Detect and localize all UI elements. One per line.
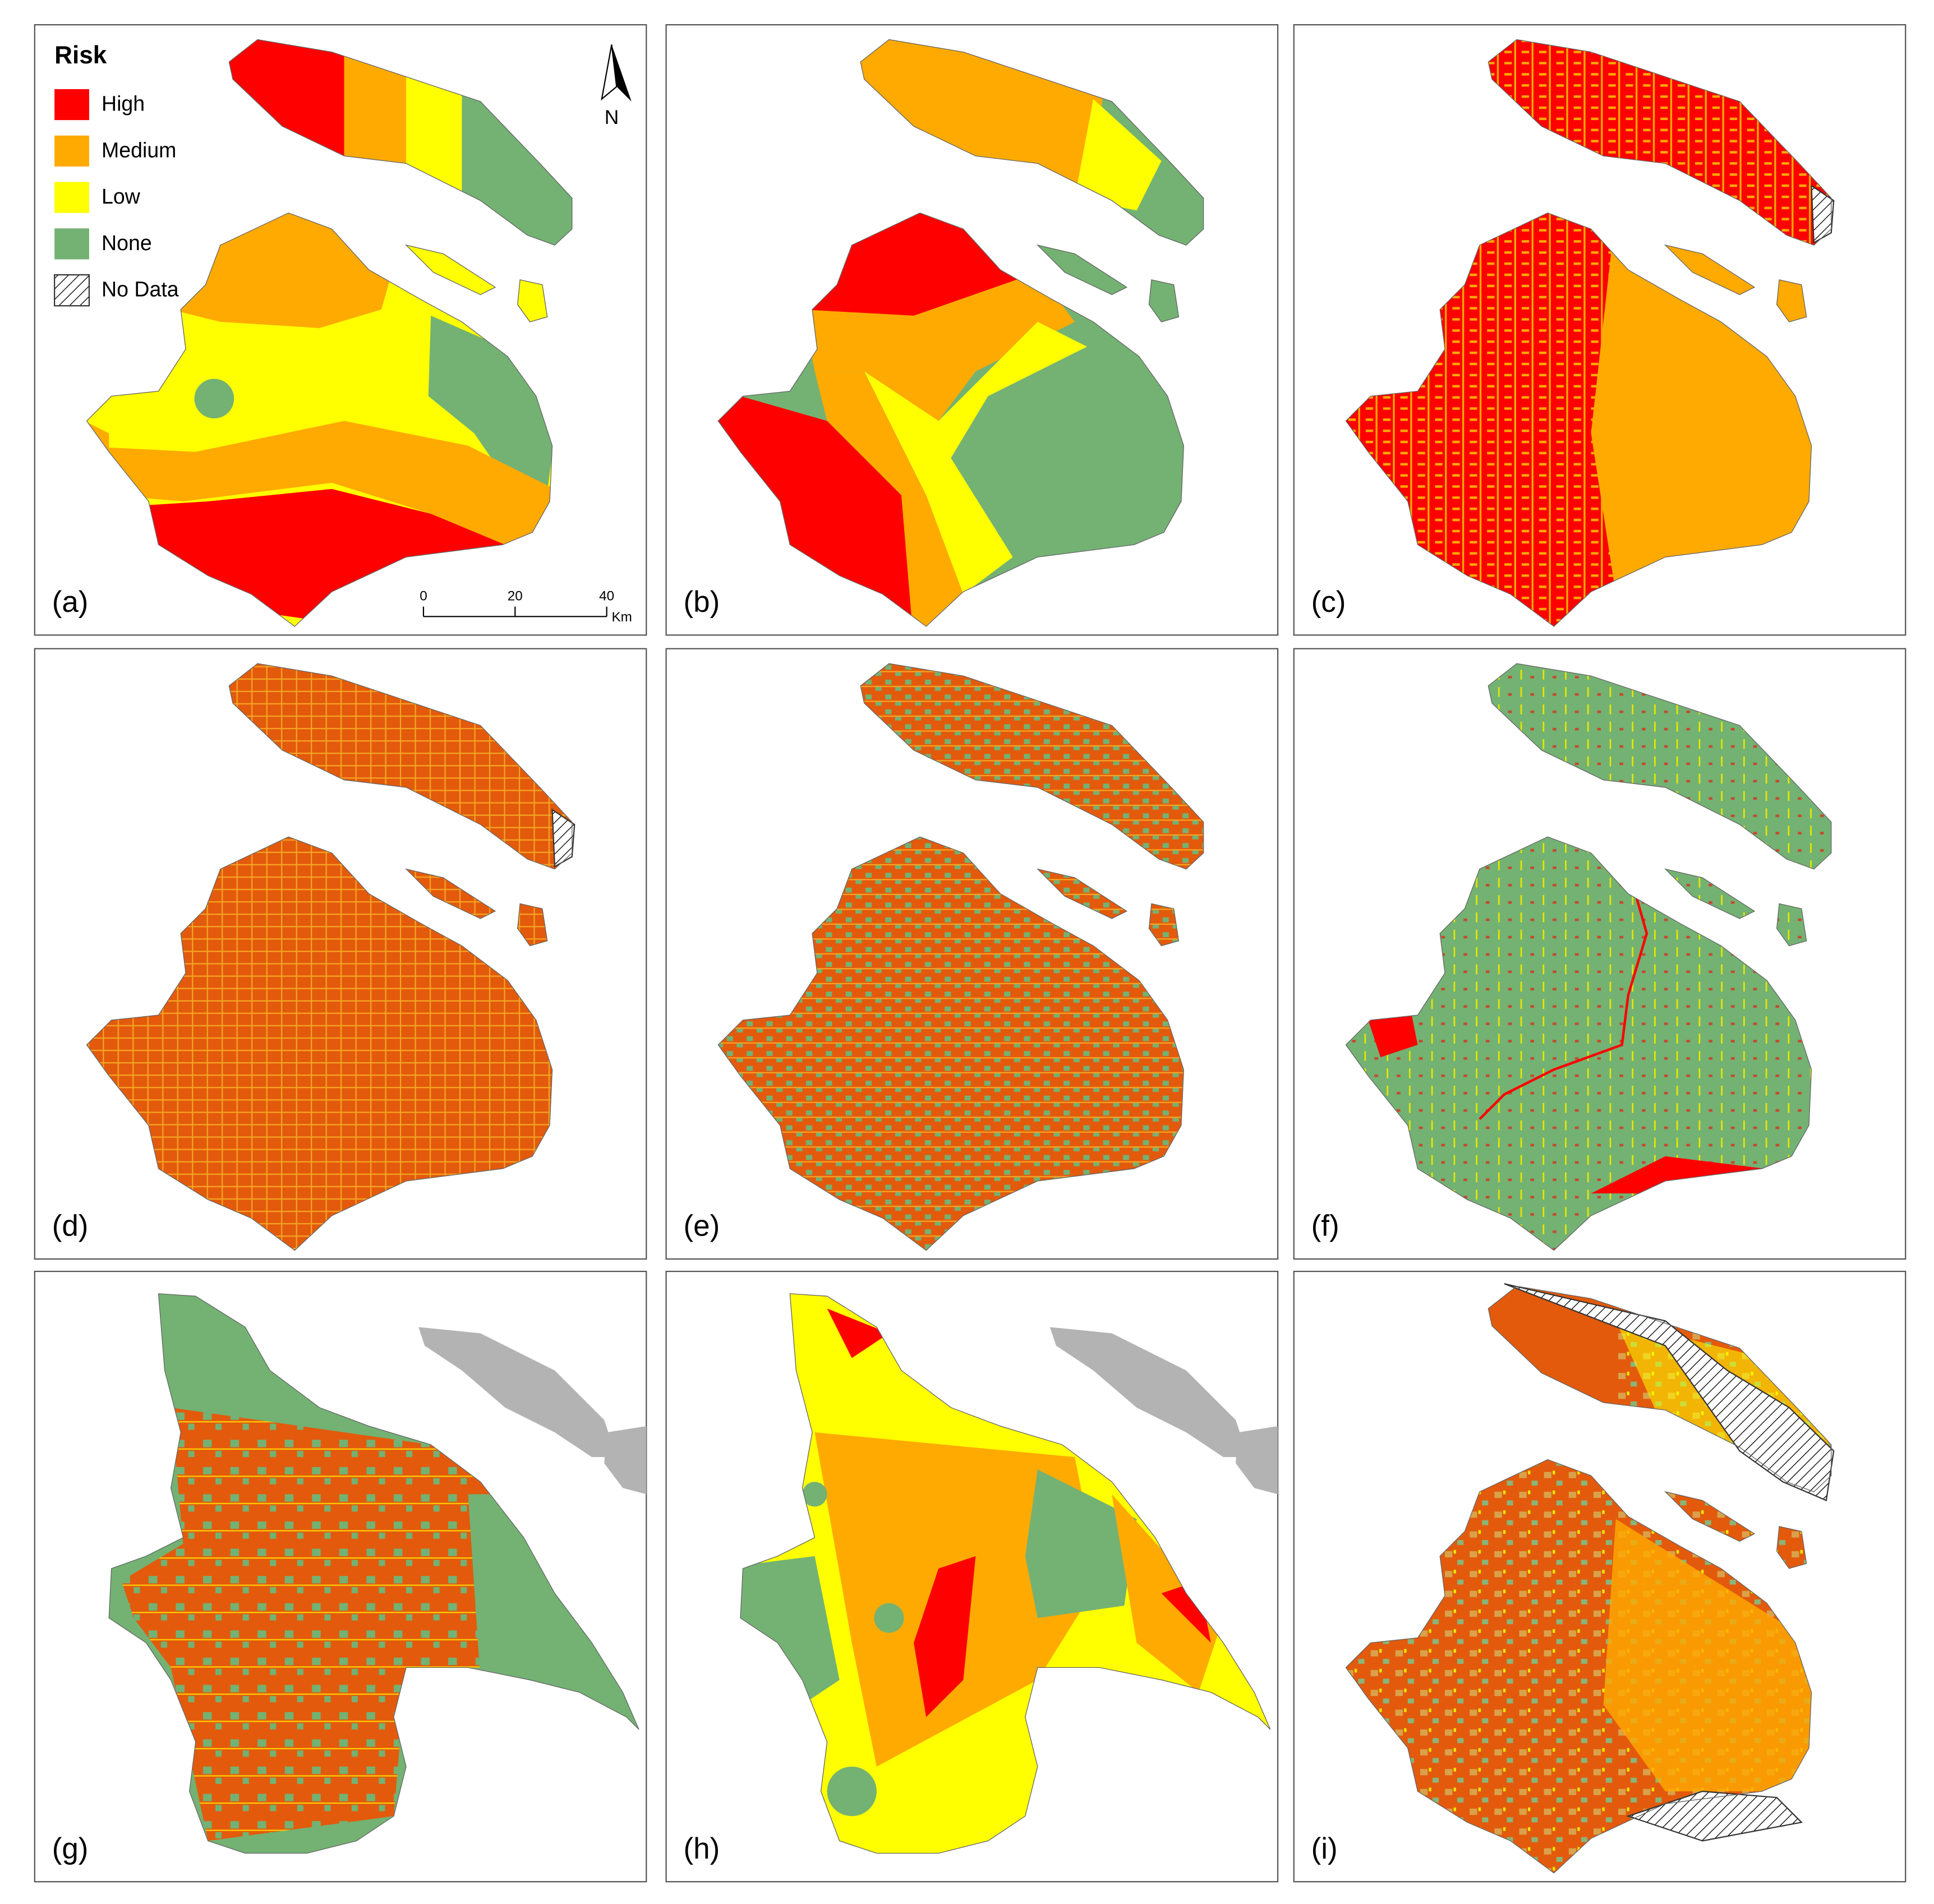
panel-label: (f) [1311,1210,1339,1243]
legend-swatch [54,274,90,307]
scale-tick-label: 40 [599,588,614,603]
map-panel: (i) [1293,1270,1907,1883]
risk-zone [864,321,1088,594]
legend-label: High [102,92,145,116]
risk-zone [827,1766,877,1817]
risk-zone [86,421,568,570]
panel-label: (b) [684,586,720,619]
red-river [1479,889,1648,1121]
no-data-area [1811,184,1835,244]
map-panel: (h) [665,1270,1279,1883]
legend-title: Risk [54,42,107,69]
risk-zone [1368,1013,1418,1058]
legend: Risk High Medium Low None No Data [54,42,179,307]
legend-swatch [54,89,89,121]
no-data-area [551,808,575,868]
panel-label: (h) [684,1832,720,1865]
scale-tick-label: 20 [508,588,523,603]
panel-label: (e) [684,1210,720,1243]
legend-label: None [102,231,152,255]
north-arrow: N [601,44,632,128]
risk-zone [814,371,964,626]
risk-zone [1591,1156,1765,1193]
map-panel: (a) [34,24,647,636]
risk-zone [194,379,234,419]
map-panel: (e) [665,648,1279,1260]
map-panel: (c) [1293,24,1907,636]
risk-zone [874,1603,904,1633]
scale-unit: Km [611,610,632,625]
grey-island [1049,1327,1278,1495]
risk-zone [121,1407,505,1841]
panel-label: (g) [52,1832,89,1865]
north-arrow-shape [611,44,632,102]
risk-zone [1603,1519,1814,1792]
risk-zone [740,1556,840,1705]
panel-label: (i) [1311,1832,1338,1865]
legend-swatch [54,135,89,167]
risk-zone [1025,1469,1137,1619]
risk-zone [802,272,1075,421]
grey-island [418,1327,647,1495]
scale-tick-label: 0 [420,588,427,603]
scale-bar: 0 20 40 Km [420,588,632,625]
map-panel: (b) [665,24,1279,636]
risk-zone [802,1482,827,1507]
risk-zone [914,1556,976,1717]
risk-zone [827,1308,889,1358]
north-label: N [605,107,619,128]
panel-label: (a) [52,586,89,619]
panel-label: (c) [1311,586,1346,619]
map-panel: (g) [34,1270,647,1883]
panel-label: (d) [52,1210,89,1243]
legend-label: Low [102,185,141,208]
legend-swatch [54,228,89,260]
no-data-area [1626,1791,1803,1842]
legend-label: No Data [102,278,179,301]
map-panel: (d) [34,648,647,1260]
no-data-area [1504,1283,1835,1501]
map-panel: (f) [1293,648,1907,1260]
legend-label: Medium [102,138,176,162]
legend-swatch [54,182,89,213]
risk-zone [1075,99,1162,211]
